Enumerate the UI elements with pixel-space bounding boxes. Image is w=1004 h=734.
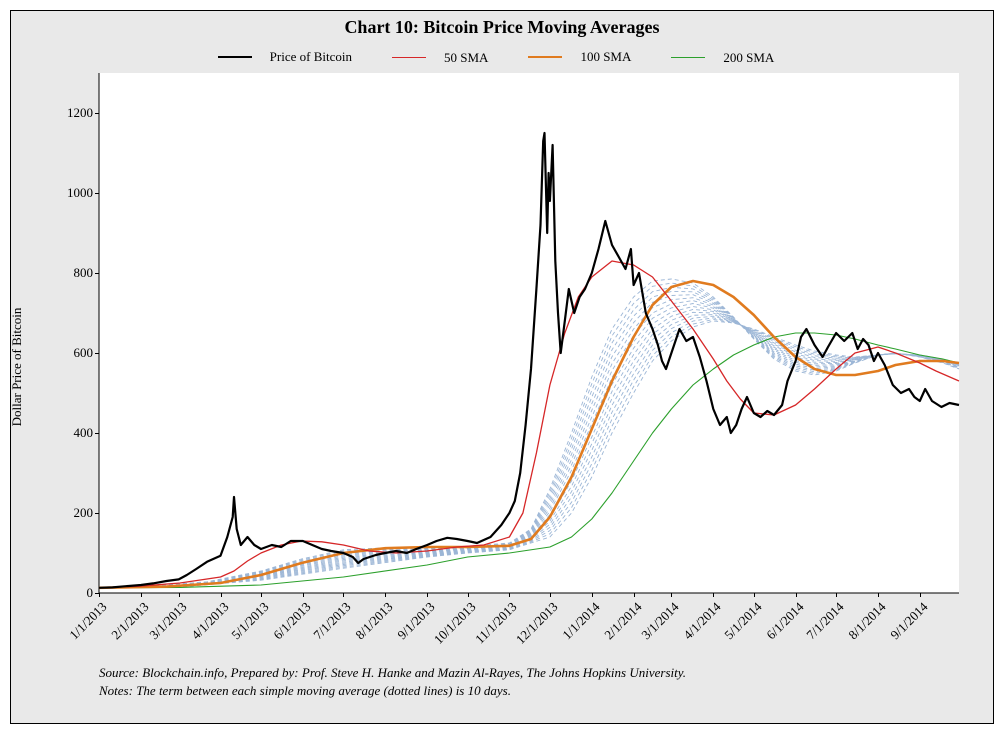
source-text: Source: Blockchain.info, Prepared by: Pr… xyxy=(99,665,686,681)
x-tick-label: 5/1/2014 xyxy=(721,599,765,643)
x-tick-label: 2/1/2013 xyxy=(108,599,152,643)
x-tick-label: 6/1/2014 xyxy=(763,599,807,643)
x-tick-label: 12/1/2013 xyxy=(513,599,562,648)
x-tick-label: 11/1/2013 xyxy=(472,599,520,647)
notes-text: Notes: The term between each simple movi… xyxy=(99,683,511,699)
x-tick-label: 3/1/2013 xyxy=(146,599,190,643)
x-tick-label: 3/1/2014 xyxy=(639,599,683,643)
y-axis-label: Dollar Price of Bitcoin xyxy=(9,308,25,427)
chart-title: Chart 10: Bitcoin Price Moving Averages xyxy=(11,17,993,38)
y-tick-label: 200 xyxy=(74,505,94,521)
x-tick-label: 4/1/2013 xyxy=(188,599,232,643)
x-tick-label: 5/1/2013 xyxy=(228,599,272,643)
chart-panel: { "title": "Chart 10: Bitcoin Price Movi… xyxy=(10,10,994,724)
x-tick-label: 8/1/2014 xyxy=(845,599,889,643)
x-tick-label: 10/1/2013 xyxy=(430,599,479,648)
chart-svg xyxy=(99,73,959,593)
x-tick-label: 6/1/2013 xyxy=(270,599,314,643)
x-tick-label: 4/1/2014 xyxy=(681,599,725,643)
x-tick-label: 9/1/2014 xyxy=(887,599,931,643)
legend-item-200sma: 200 SMA xyxy=(671,50,786,66)
x-tick-label: 1/1/2014 xyxy=(559,599,603,643)
legend-item-100sma: 100 SMA xyxy=(528,49,643,65)
legend: Price of Bitcoin 50 SMA 100 SMA 200 SMA xyxy=(11,45,993,66)
x-tick-label: 2/1/2014 xyxy=(601,599,645,643)
plot-area: 0200400600800100012001/1/20132/1/20133/1… xyxy=(99,73,959,593)
x-tick-label: 7/1/2014 xyxy=(803,599,847,643)
y-tick-label: 400 xyxy=(74,425,94,441)
y-tick-label: 800 xyxy=(74,265,94,281)
x-tick-label: 1/1/2013 xyxy=(66,599,110,643)
y-tick-label: 600 xyxy=(74,345,94,361)
x-tick-label: 8/1/2013 xyxy=(353,599,397,643)
x-tick-label: 7/1/2013 xyxy=(311,599,355,643)
y-tick-label: 1200 xyxy=(67,105,93,121)
y-tick-label: 1000 xyxy=(67,185,93,201)
legend-item-price: Price of Bitcoin xyxy=(218,49,364,65)
legend-item-50sma: 50 SMA xyxy=(392,50,500,66)
y-tick-label: 0 xyxy=(87,585,94,601)
